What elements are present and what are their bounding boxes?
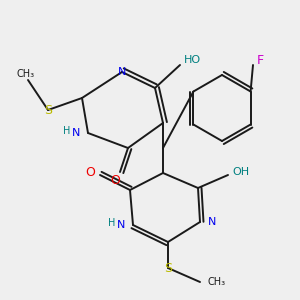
Text: CH₃: CH₃ [208, 277, 226, 287]
Text: O: O [85, 166, 95, 178]
Text: O: O [110, 173, 120, 187]
Text: H: H [108, 218, 115, 228]
Text: HO: HO [184, 55, 201, 65]
Text: S: S [44, 103, 52, 116]
Text: H: H [63, 126, 70, 136]
Text: CH₃: CH₃ [17, 69, 35, 79]
Text: N: N [118, 67, 126, 77]
Text: N: N [208, 217, 216, 227]
Text: S: S [164, 262, 172, 275]
Text: N: N [72, 128, 80, 138]
Text: F: F [257, 55, 264, 68]
Text: N: N [117, 220, 125, 230]
Text: OH: OH [232, 167, 249, 177]
